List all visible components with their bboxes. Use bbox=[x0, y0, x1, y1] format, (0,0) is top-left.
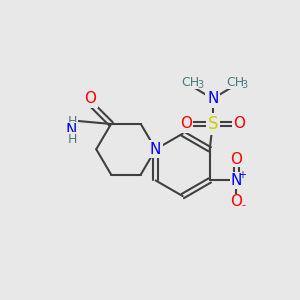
Text: O: O bbox=[180, 116, 192, 131]
Text: H: H bbox=[68, 115, 77, 128]
Text: N: N bbox=[150, 142, 161, 157]
Text: 3: 3 bbox=[197, 80, 203, 90]
Text: +: + bbox=[238, 170, 246, 180]
Text: O: O bbox=[230, 152, 242, 166]
Text: S: S bbox=[207, 115, 218, 133]
Text: O: O bbox=[230, 194, 242, 209]
Text: O: O bbox=[233, 116, 245, 131]
Text: N: N bbox=[207, 91, 218, 106]
Text: CH: CH bbox=[226, 76, 244, 89]
Text: O: O bbox=[84, 91, 96, 106]
Text: N: N bbox=[65, 123, 77, 138]
Text: 3: 3 bbox=[242, 80, 248, 90]
Text: H: H bbox=[68, 133, 77, 146]
Text: N: N bbox=[231, 173, 242, 188]
Text: -: - bbox=[241, 200, 245, 210]
Text: CH: CH bbox=[181, 76, 200, 89]
